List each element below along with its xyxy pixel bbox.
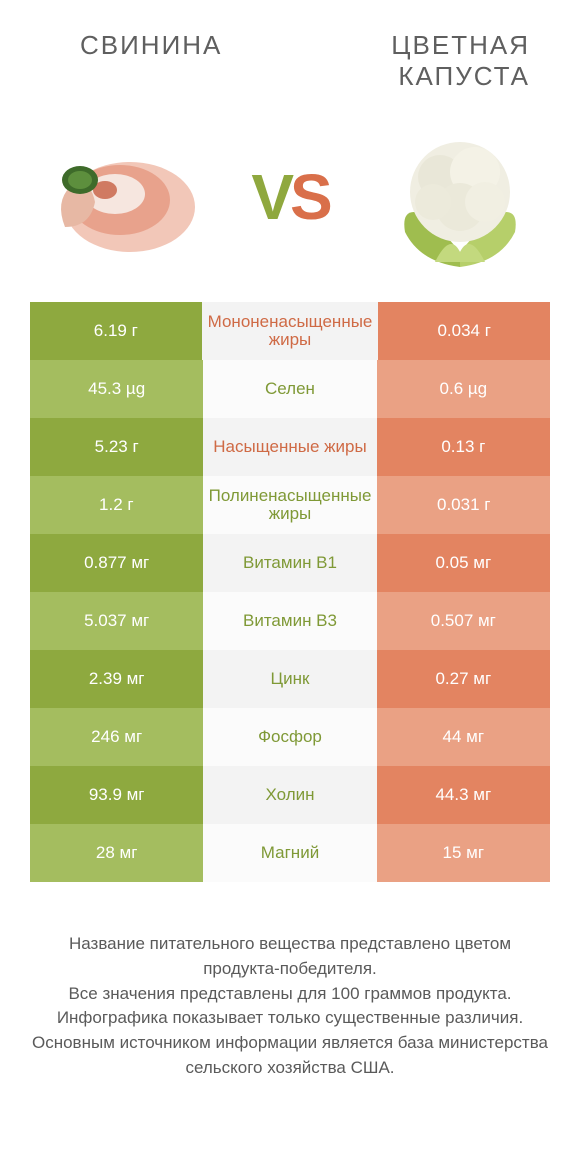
nutrient-label: Холин: [203, 766, 376, 824]
value-left: 6.19 г: [30, 302, 202, 360]
title-cauliflower: ЦВЕТНАЯ КАПУСТА: [305, 30, 530, 92]
nutrient-label: Селен: [203, 360, 376, 418]
value-left: 93.9 мг: [30, 766, 203, 824]
title-cauliflower-l2: КАПУСТА: [398, 61, 530, 91]
value-right: 44.3 мг: [377, 766, 550, 824]
table-row: 28 мгМагний15 мг: [30, 824, 550, 882]
value-right: 0.507 мг: [377, 592, 550, 650]
table-row: 5.23 гНасыщенные жиры0.13 г: [30, 418, 550, 476]
value-right: 0.05 мг: [377, 534, 550, 592]
table-row: 2.39 мгЦинк0.27 мг: [30, 650, 550, 708]
footnote-l1: Название питательного вещества представл…: [30, 932, 550, 981]
footnote-l4: Основным источником информации является …: [30, 1031, 550, 1080]
vs-s: S: [290, 161, 329, 233]
value-left: 1.2 г: [30, 476, 203, 534]
nutrient-label: Цинк: [203, 650, 376, 708]
footnote: Название питательного вещества представл…: [0, 882, 580, 1080]
nutrient-label: Фосфор: [203, 708, 376, 766]
footnote-l3: Инфографика показывает только существенн…: [30, 1006, 550, 1031]
table-row: 6.19 гМононенасыщенные жиры0.034 г: [30, 302, 550, 360]
value-left: 5.23 г: [30, 418, 203, 476]
value-right: 0.031 г: [377, 476, 550, 534]
nutrient-label: Витамин B3: [203, 592, 376, 650]
value-left: 2.39 мг: [30, 650, 203, 708]
value-right: 0.27 мг: [377, 650, 550, 708]
cauliflower-image: [370, 127, 550, 267]
value-left: 45.3 µg: [30, 360, 203, 418]
value-left: 5.037 мг: [30, 592, 203, 650]
table-row: 0.877 мгВитамин B10.05 мг: [30, 534, 550, 592]
title-pork: СВИНИНА: [50, 30, 305, 61]
table-row: 45.3 µgСелен0.6 µg: [30, 360, 550, 418]
pork-image: [30, 127, 210, 267]
images-row: VS: [0, 102, 580, 302]
title-cauliflower-l1: ЦВЕТНАЯ: [391, 30, 530, 60]
value-left: 28 мг: [30, 824, 203, 882]
nutrient-label: Полиненасыщенные жиры: [203, 476, 378, 534]
value-right: 0.6 µg: [377, 360, 550, 418]
table-row: 246 мгФосфор44 мг: [30, 708, 550, 766]
nutrient-label: Насыщенные жиры: [203, 418, 376, 476]
value-right: 0.034 г: [378, 302, 550, 360]
footnote-l2: Все значения представлены для 100 граммо…: [30, 982, 550, 1007]
table-row: 93.9 мгХолин44.3 мг: [30, 766, 550, 824]
value-left: 246 мг: [30, 708, 203, 766]
table-row: 5.037 мгВитамин B30.507 мг: [30, 592, 550, 650]
vs-v: V: [251, 161, 290, 233]
value-right: 44 мг: [377, 708, 550, 766]
value-right: 15 мг: [377, 824, 550, 882]
nutrient-label: Мононенасыщенные жиры: [202, 302, 379, 360]
nutrient-label: Витамин B1: [203, 534, 376, 592]
value-right: 0.13 г: [377, 418, 550, 476]
nutrient-label: Магний: [203, 824, 376, 882]
header: СВИНИНА ЦВЕТНАЯ КАПУСТА: [0, 0, 580, 102]
comparison-table: 6.19 гМононенасыщенные жиры0.034 г45.3 µ…: [30, 302, 550, 882]
vs-label: VS: [251, 160, 328, 234]
table-row: 1.2 гПолиненасыщенные жиры0.031 г: [30, 476, 550, 534]
value-left: 0.877 мг: [30, 534, 203, 592]
